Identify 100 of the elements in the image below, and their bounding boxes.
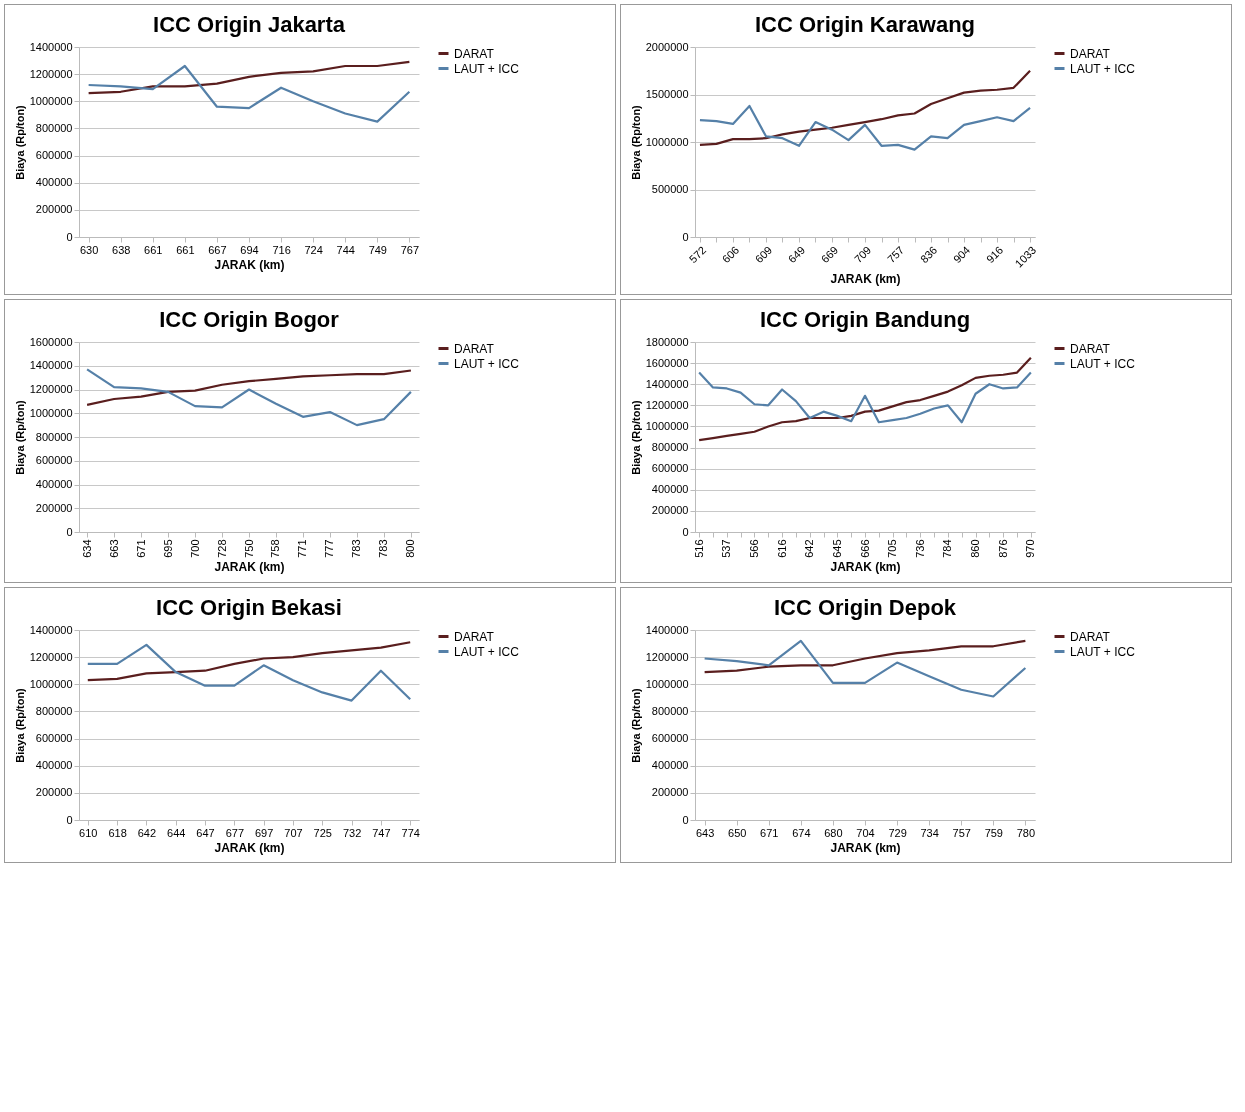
x-tick-label: 661 <box>144 243 163 256</box>
x-tick-label: 669 <box>818 243 841 266</box>
x-tick-label: 784 <box>941 539 954 558</box>
y-tick-label: 200000 <box>35 203 73 216</box>
y-tick-label: 1600000 <box>645 356 689 369</box>
x-tick-label: 694 <box>240 243 259 256</box>
line-series <box>86 368 413 427</box>
x-tick-label: 777 <box>323 539 336 558</box>
x-axis-title: JARAK (km) <box>214 840 285 855</box>
x-tick-label: 661 <box>176 243 195 256</box>
legend-label: DARAT <box>454 629 495 644</box>
y-tick-label: 600000 <box>35 732 73 745</box>
x-tick-label: 663 <box>107 539 120 558</box>
x-tick-label: 616 <box>775 539 788 558</box>
x-tick-label: 707 <box>284 826 303 839</box>
chart-title: ICC Origin Bogor <box>159 307 340 332</box>
y-axis-title: Biaya (Rp/ton) <box>13 399 26 475</box>
line-series <box>698 356 1032 442</box>
y-tick-label: 1200000 <box>29 67 73 80</box>
y-tick-label: 600000 <box>35 149 73 162</box>
y-axis-title: Biaya (Rp/ton) <box>629 104 642 180</box>
y-tick-label: 800000 <box>651 704 689 717</box>
x-tick-label: 916 <box>983 243 1006 266</box>
y-tick-label: 400000 <box>35 176 73 189</box>
x-tick-label: 749 <box>368 243 387 256</box>
y-tick-label: 0 <box>682 230 689 243</box>
legend-label: LAUT + ICC <box>454 356 520 371</box>
y-tick-label: 600000 <box>35 454 73 467</box>
y-tick-label: 1200000 <box>29 650 73 663</box>
x-tick-label: 667 <box>208 243 227 256</box>
x-tick-label: 709 <box>851 243 874 266</box>
legend-label: DARAT <box>1070 341 1111 356</box>
x-tick-label: 695 <box>161 539 174 558</box>
x-axis-title: JARAK (km) <box>830 840 901 855</box>
x-tick-label: 725 <box>313 826 332 839</box>
x-tick-label: 750 <box>242 539 255 558</box>
line-series <box>698 69 1032 146</box>
y-tick-label: 1000000 <box>29 94 73 107</box>
x-tick-label: 705 <box>886 539 899 558</box>
y-tick-label: 0 <box>66 525 73 538</box>
x-tick-label: 642 <box>137 826 157 839</box>
y-tick-label: 1400000 <box>645 623 689 636</box>
chart-title: ICC Origin Bandung <box>759 307 971 332</box>
chart-title: ICC Origin Jakarta <box>153 12 346 37</box>
legend-label: LAUT + ICC <box>454 644 520 659</box>
x-tick-label: 638 <box>112 243 131 256</box>
y-axis-title: Biaya (Rp/ton) <box>629 399 642 475</box>
y-tick-label: 1200000 <box>645 650 689 663</box>
y-tick-label: 1000000 <box>645 419 689 432</box>
x-tick-label: 724 <box>304 243 323 256</box>
x-tick-label: 758 <box>269 539 282 558</box>
x-tick-label: 671 <box>760 826 779 839</box>
x-tick-label: 618 <box>108 826 127 839</box>
x-tick-label: 537 <box>720 539 733 558</box>
y-axis-title: Biaya (Rp/ton) <box>13 104 26 180</box>
y-tick-label: 800000 <box>651 441 689 454</box>
x-tick-label: 630 <box>79 243 99 256</box>
y-tick-label: 400000 <box>651 759 689 772</box>
x-tick-label: 643 <box>695 826 715 839</box>
x-tick-label: 516 <box>692 539 705 558</box>
x-tick-label: 757 <box>884 243 907 266</box>
y-tick-label: 1000000 <box>29 677 73 690</box>
legend-label: LAUT + ICC <box>1070 356 1136 371</box>
y-tick-label: 800000 <box>35 121 73 134</box>
x-tick-label: 649 <box>785 243 808 266</box>
x-tick-label: 783 <box>350 539 363 558</box>
legend-label: DARAT <box>1070 46 1111 61</box>
x-tick-label: 697 <box>254 826 274 839</box>
line-series <box>703 639 1027 698</box>
x-axis-title: JARAK (km) <box>830 559 901 574</box>
y-tick-label: 1000000 <box>29 406 73 419</box>
y-tick-label: 1200000 <box>645 398 689 411</box>
y-tick-label: 1000000 <box>645 677 689 690</box>
x-tick-label: 836 <box>917 243 940 266</box>
y-tick-label: 200000 <box>35 786 73 799</box>
x-tick-label: 759 <box>984 826 1003 839</box>
y-tick-label: 1500000 <box>645 88 689 100</box>
y-axis-title: Biaya (Rp/ton) <box>629 687 642 763</box>
line-series <box>87 64 411 123</box>
x-tick-label: 876 <box>996 539 1009 558</box>
y-tick-label: 200000 <box>35 501 73 514</box>
y-tick-label: 1000000 <box>645 135 689 148</box>
x-tick-label: 734 <box>920 826 939 839</box>
x-tick-label: 757 <box>952 826 971 839</box>
x-tick-label: 800 <box>404 539 417 558</box>
y-tick-label: 600000 <box>651 732 689 745</box>
y-tick-label: 0 <box>66 813 73 826</box>
x-tick-label: 774 <box>401 826 420 839</box>
legend-label: LAUT + ICC <box>1070 61 1136 76</box>
legend-label: LAUT + ICC <box>454 61 520 76</box>
y-tick-label: 1400000 <box>645 377 689 390</box>
chart-title: ICC Origin Karawang <box>754 12 976 37</box>
x-tick-label: 767 <box>400 243 420 256</box>
line-series <box>698 104 1032 151</box>
x-tick-label: 674 <box>792 826 811 839</box>
y-tick-label: 1400000 <box>29 40 73 53</box>
y-tick-label: 0 <box>66 230 73 243</box>
y-tick-label: 400000 <box>651 483 689 496</box>
x-tick-label: 680 <box>824 826 843 839</box>
y-tick-label: 800000 <box>35 704 73 717</box>
